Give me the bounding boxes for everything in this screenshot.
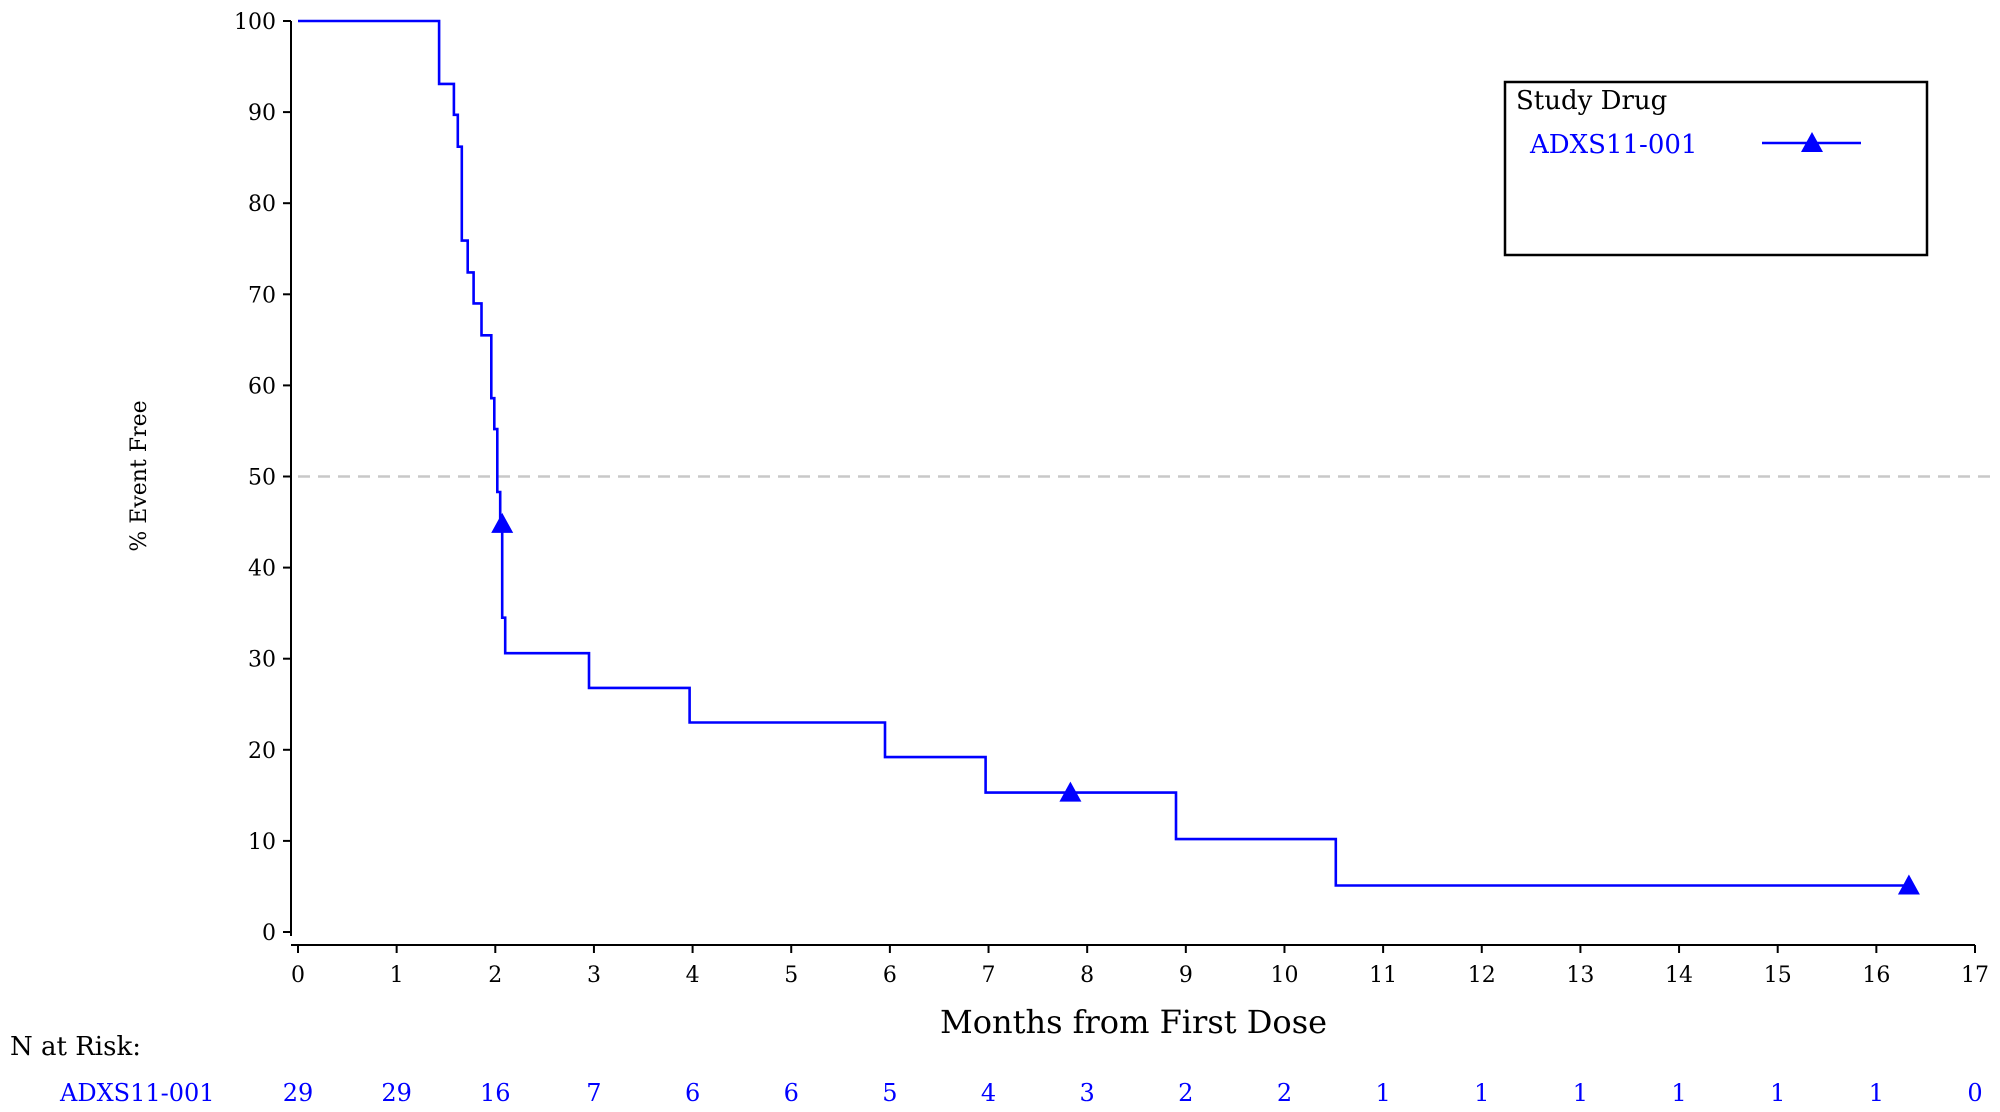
x-tick-label: 7	[982, 963, 996, 988]
risk-row-label: ADXS11-001	[59, 1079, 215, 1107]
x-tick-label: 5	[784, 963, 798, 988]
y-axis-title: % Event Free	[127, 400, 152, 551]
y-tick-label: 20	[248, 739, 276, 764]
y-tick-label: 80	[248, 192, 276, 217]
risk-value-cell: 5	[882, 1079, 897, 1107]
x-tick-label: 14	[1665, 963, 1693, 988]
censor-marker	[1897, 874, 1920, 895]
legend-layer: Study Drug ADXS11-001	[1503, 80, 1929, 257]
survival-curve-0	[298, 19, 1909, 887]
x-axis-title: Months from First Dose	[940, 1003, 1327, 1041]
risk-value-cell: 7	[586, 1079, 601, 1107]
risk-value-cell: 1	[1375, 1079, 1390, 1107]
y-tick-label: 30	[248, 648, 276, 673]
risk-table-layer: N at Risk: ADXS11-001 29 29 16 7 6 6 5 4 3 2 2 1 1 1 1 1 1…	[10, 1032, 1983, 1107]
x-tick-label: 16	[1862, 963, 1890, 988]
y-tick-label: 100	[234, 10, 276, 35]
risk-value-cell: 16	[480, 1079, 511, 1107]
y-tick-label: 90	[248, 101, 276, 126]
risk-value-cell: 1	[1671, 1079, 1686, 1107]
x-tick-label: 6	[883, 963, 897, 988]
y-tick-label: 0	[262, 921, 276, 946]
x-tick-label: 2	[488, 963, 502, 988]
y-tick-label: 50	[248, 466, 276, 491]
risk-table-header: N at Risk:	[10, 1032, 141, 1062]
risk-value-cell: 6	[784, 1079, 799, 1107]
risk-value-cell: 1	[1869, 1079, 1884, 1107]
x-tick-label: 4	[686, 963, 700, 988]
x-tick-label: 0	[291, 963, 305, 988]
x-tick-label: 15	[1764, 963, 1792, 988]
risk-value-cell: 29	[283, 1079, 314, 1107]
x-tick-label: 12	[1468, 963, 1496, 988]
y-tick-label: 60	[248, 374, 276, 399]
legend-title: Study Drug	[1516, 86, 1667, 116]
legend-entry-label: ADXS11-001	[1529, 130, 1697, 160]
censor-marker	[1059, 781, 1082, 802]
x-tick-label: 13	[1566, 963, 1594, 988]
x-tick-label: 9	[1179, 963, 1193, 988]
x-tick-label: 1	[390, 963, 404, 988]
risk-value-cell: 2	[1178, 1079, 1193, 1107]
x-tick-label: 17	[1961, 963, 1989, 988]
x-tick-label: 10	[1270, 963, 1298, 988]
risk-value-cell: 29	[381, 1079, 412, 1107]
risk-value-cell: 6	[685, 1079, 700, 1107]
risk-value-cell: 3	[1080, 1079, 1095, 1107]
risk-value-cell: 1	[1573, 1079, 1588, 1107]
risk-value-cell: 1	[1770, 1079, 1785, 1107]
y-tick-label: 10	[248, 830, 276, 855]
risk-value-cell: 2	[1277, 1079, 1292, 1107]
risk-value-cell: 1	[1474, 1079, 1489, 1107]
legend-marker-triangle	[1801, 132, 1823, 152]
x-tick-label: 8	[1080, 963, 1094, 988]
y-tick-label: 70	[248, 283, 276, 308]
risk-value-cell: 0	[1967, 1079, 1982, 1107]
x-tick-label: 11	[1369, 963, 1397, 988]
legend-box	[1503, 80, 1929, 257]
y-tick-label: 40	[248, 557, 276, 582]
censor-marker	[491, 512, 514, 533]
risk-value-cell: 4	[981, 1079, 996, 1107]
x-tick-label: 3	[587, 963, 601, 988]
series-layer	[298, 19, 1920, 895]
